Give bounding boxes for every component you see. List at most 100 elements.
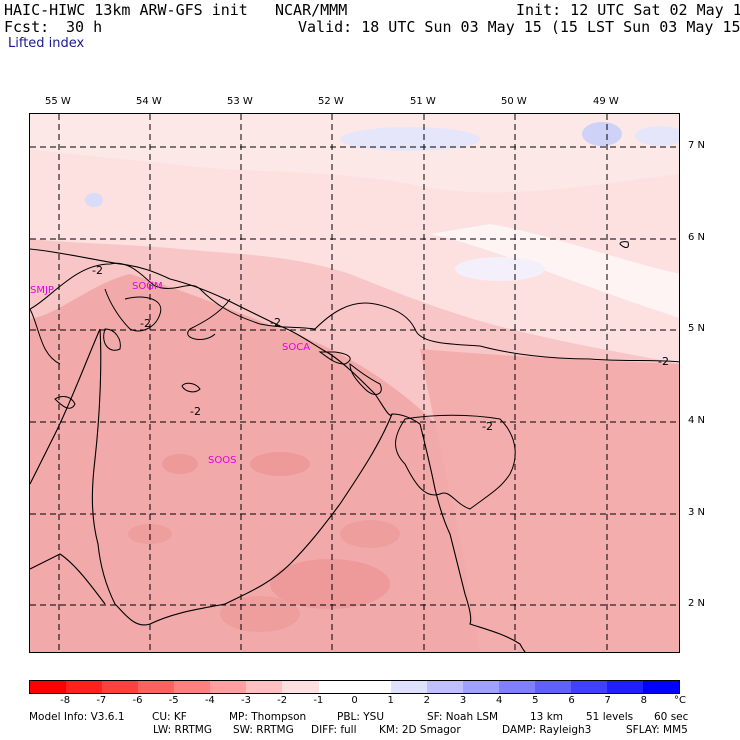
contour-label: -2 <box>658 355 669 368</box>
lon-label: 52 W <box>318 96 344 107</box>
footer-sw: SW: RRTMG <box>233 724 294 736</box>
colorbar-tick-label: 1 <box>387 695 394 706</box>
lon-label: 50 W <box>501 96 527 107</box>
field-shade-strong <box>250 452 310 476</box>
footer-diff: DIFF: full <box>311 724 357 736</box>
colorbar-tick-label: -6 <box>132 695 143 706</box>
contour-label-group: -2 -2 -2 -2 -2 -2 <box>92 264 669 433</box>
colorbar-tick-label: 7 <box>604 695 611 706</box>
field-shade-strong <box>270 559 390 609</box>
colorbar-swatch <box>643 681 680 693</box>
colorbar-swatch <box>354 681 391 693</box>
colorbar-tick-label: 2 <box>423 695 431 706</box>
colorbar-swatch <box>174 681 211 693</box>
colorbar-swatch <box>210 681 247 693</box>
colorbar-swatch <box>66 681 103 693</box>
model-title: HAIC-HIWC 13km ARW-GFS init <box>4 1 248 19</box>
colorbar-swatch <box>426 681 463 693</box>
contour-lines <box>30 241 679 510</box>
footer-resolution: 13 km <box>530 711 564 723</box>
field-shade-moderate <box>420 349 679 652</box>
colorbar-tick-label: 5 <box>532 695 539 706</box>
contour-label: -2 <box>190 405 201 418</box>
contour-label: -2 <box>92 264 103 277</box>
colorbar-swatch <box>390 681 427 693</box>
footer-km: KM: 2D Smagor <box>379 724 461 736</box>
colorbar-tick-label: 6 <box>568 695 575 706</box>
footer-levels: 51 levels <box>586 711 634 723</box>
footer-cu: CU: KF <box>152 711 187 723</box>
colorbar <box>29 680 680 694</box>
footer-mp: MP: Thompson <box>229 711 307 723</box>
lon-label: 55 W <box>45 96 71 107</box>
colorbar-tick-label: -5 <box>168 695 179 706</box>
field-shade-strong <box>340 520 400 548</box>
valid-time: Valid: 18 UTC Sun 03 May 15 (15 LST Sun … <box>298 18 740 36</box>
contour-label: -2 <box>270 316 281 329</box>
field-shade-positive <box>455 257 545 281</box>
coastline <box>30 248 526 652</box>
colorbar-tick-label: 4 <box>495 695 503 706</box>
lon-label: 51 W <box>410 96 436 107</box>
init-time: Init: 12 UTC Sat 02 May 15 <box>516 1 740 19</box>
lat-label: 4 N <box>688 415 706 426</box>
lat-label: 3 N <box>688 507 706 518</box>
colorbar-unit: °C <box>674 695 686 706</box>
colorbar-swatch <box>246 681 283 693</box>
colorbar-tick-label: -7 <box>96 695 107 706</box>
colorbar-swatch <box>30 681 67 693</box>
colorbar-tick-label: -4 <box>204 695 215 706</box>
colorbar-tick-label: 3 <box>459 695 467 706</box>
station-label: SOGM <box>132 281 163 292</box>
station-label: SOCA <box>282 342 310 353</box>
field-shade-positive <box>635 126 679 146</box>
lat-label: 5 N <box>688 323 706 334</box>
footer-damp: DAMP: Rayleigh3 <box>502 724 592 736</box>
footer-sf: SF: Noah LSM <box>427 711 499 723</box>
colorbar-swatch <box>570 681 607 693</box>
footer-model-info: Model Info: V3.6.1 <box>29 711 125 723</box>
field-shade-lighter <box>30 114 679 193</box>
org-label: NCAR/MMM <box>275 1 348 19</box>
colorbar-tick-label: -3 <box>241 695 251 706</box>
lon-label: 49 W <box>593 96 619 107</box>
forecast-label: Fcst: <box>4 18 50 36</box>
field-shade-strong <box>220 596 300 632</box>
graticule <box>30 114 679 652</box>
footer-lw: LW: RRTMG <box>153 724 212 736</box>
lat-label: 2 N <box>688 598 706 609</box>
lat-label: 7 N <box>688 140 706 151</box>
station-label: SOOS <box>208 455 236 466</box>
footer-timestep: 60 sec <box>654 711 689 723</box>
map-canvas: -2 -2 -2 -2 -2 -2 SMJP SOGM SOCA SOOS <box>30 114 679 652</box>
field-shade-positive <box>340 127 480 151</box>
lon-label: 54 W <box>136 96 162 107</box>
field-name: Lifted index <box>8 36 85 51</box>
colorbar-tick-label: 0 <box>351 695 358 706</box>
lifted-index-map: -2 -2 -2 -2 -2 -2 SMJP SOGM SOCA SOOS <box>29 113 680 653</box>
colorbar-swatch <box>534 681 571 693</box>
field-shade-strong <box>162 454 198 474</box>
colorbar-tick-label: -1 <box>313 695 324 706</box>
colorbar-tick-label: -8 <box>60 695 71 706</box>
field-shade-near-zero <box>430 224 679 319</box>
field-shade-positive <box>582 122 622 146</box>
colorbar-swatch <box>282 681 319 693</box>
colorbar-swatch <box>498 681 535 693</box>
colorbar-swatch <box>102 681 139 693</box>
lon-label: 53 W <box>227 96 253 107</box>
colorbar-swatch <box>462 681 499 693</box>
lat-label: 6 N <box>688 232 706 243</box>
contour-label: -2 <box>140 317 151 330</box>
footer-sflay: SFLAY: MM5 <box>626 724 688 736</box>
colorbar-tick-label: 8 <box>640 695 648 706</box>
station-label: SMJP <box>30 285 54 296</box>
forecast-hour: 30 h <box>66 18 103 36</box>
footer-pbl: PBL: YSU <box>337 711 385 723</box>
colorbar-swatch <box>607 681 644 693</box>
station-label-group: SMJP SOGM SOCA SOOS <box>30 281 310 466</box>
field-shade-positive <box>85 193 103 207</box>
colorbar-swatch <box>138 681 175 693</box>
colorbar-swatch <box>318 681 355 693</box>
contour-label: -2 <box>482 420 493 433</box>
